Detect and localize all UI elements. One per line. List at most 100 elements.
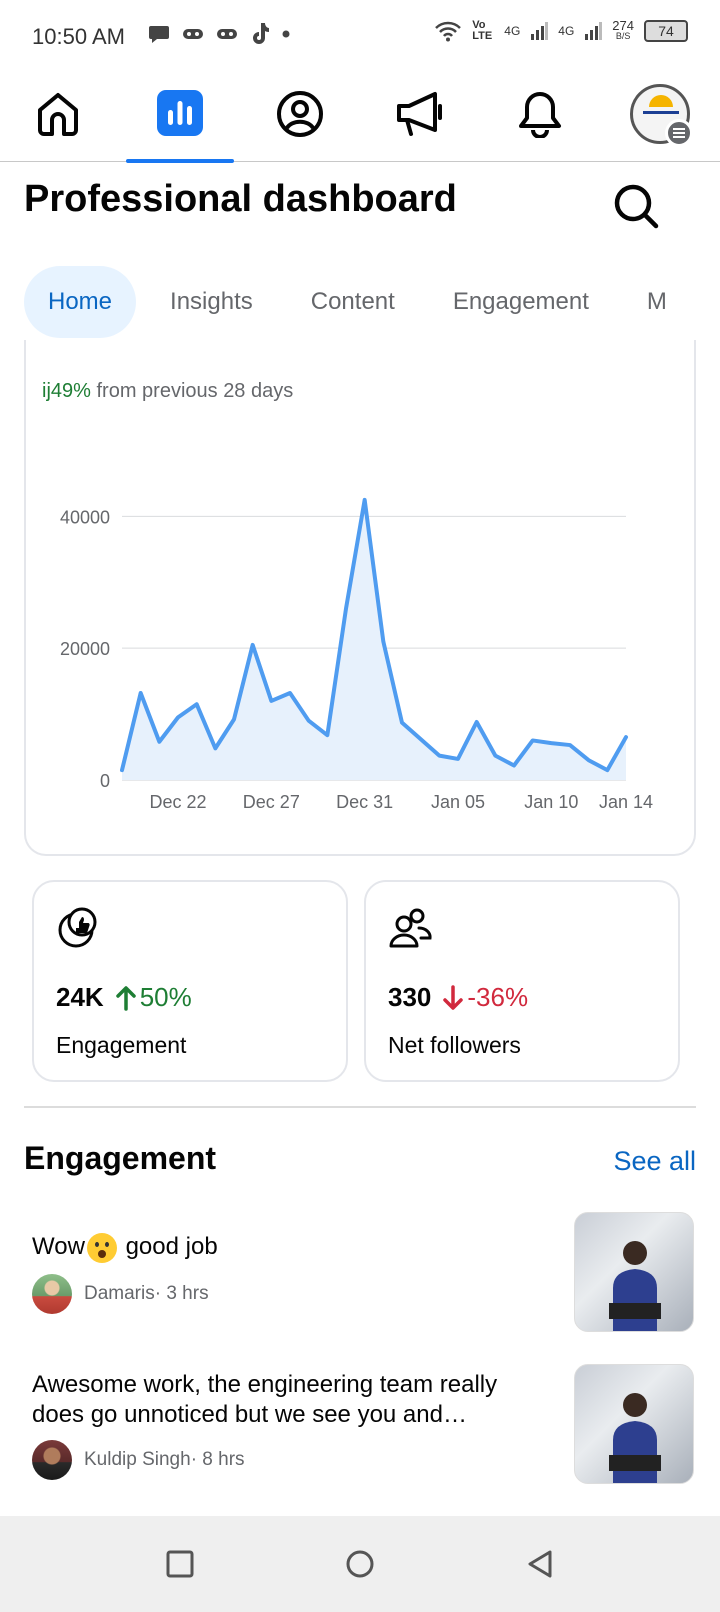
bar-chart-icon (157, 90, 203, 136)
nav-notifications[interactable] (486, 80, 594, 162)
arrow-down-icon (443, 984, 464, 1010)
x-tick-label: Jan 10 (524, 792, 578, 812)
stat-card-net-followers[interactable]: 330 -36% Net followers (364, 880, 680, 1082)
nav-home[interactable] (4, 80, 112, 162)
tiktok-icon (253, 23, 269, 44)
profile-icon (277, 91, 323, 137)
stat-value: 330 (388, 982, 432, 1012)
page-title: Professional dashboard (24, 178, 457, 220)
post-thumbnail (574, 1364, 694, 1484)
gamepad-icon (183, 29, 203, 39)
x-tick-label: Dec 22 (149, 792, 206, 812)
dot-icon (282, 30, 290, 38)
followers-icon (389, 908, 432, 948)
home-icon (38, 93, 78, 136)
stat-change-value: 50% (139, 982, 192, 1012)
line-chart: 0 20000 40000 Dec 22 Dec 27 Dec 31 Jan 05 Jan 1… (60, 497, 653, 812)
tab-content[interactable]: Content (310, 288, 395, 315)
stat-change-value: -36% (467, 982, 529, 1012)
avatar-menu-icon (630, 84, 693, 147)
wifi-icon (435, 21, 462, 42)
thumbs-up-badge-icon (58, 907, 97, 948)
status-right: Vo LTE 4G 4G 274 B/S 74 (434, 18, 688, 42)
chart-card: ij49% from previous 28 days 0 20000 40000 D… (24, 340, 696, 856)
astonished-emoji-icon (86, 1232, 117, 1263)
signal-icon (585, 22, 603, 40)
see-all-link[interactable]: See all (613, 1146, 696, 1176)
status-time: 10:50 AM (32, 24, 125, 49)
x-tick-label: Jan 05 (431, 792, 485, 812)
signal-icon (531, 22, 549, 40)
speed-indicator: 274 B/S (612, 18, 634, 42)
engagement-item[interactable]: Wow good job Damaris · 3 hrs (24, 1212, 696, 1342)
nav-dashboard[interactable] (126, 80, 234, 163)
comment-author: Damaris (84, 1283, 155, 1304)
signal-label-1: 4G (504, 24, 521, 38)
signal-label-2: 4G (558, 24, 575, 38)
chart-series-line (120, 497, 628, 773)
y-tick-label: 40000 (60, 507, 110, 527)
chart-change-text: ij49% from previous 28 days (42, 380, 293, 403)
comment-author: Kuldip Singh (84, 1449, 191, 1470)
battery-icon: 74 (644, 20, 688, 42)
tab-engagement[interactable]: Engagement (452, 288, 589, 315)
comment-meta: Damaris · 3 hrs (32, 1274, 209, 1314)
comment-part: Wow (32, 1233, 85, 1260)
comment-time: · 3 hrs (154, 1283, 209, 1304)
chart-area (122, 499, 626, 780)
post-thumbnail (574, 1212, 694, 1332)
comment-text: Awesome work, the engineering team reall… (32, 1371, 498, 1428)
x-tick-label: Dec 27 (243, 792, 300, 812)
volte-label: Vo LTE (472, 19, 493, 42)
megaphone-icon (397, 92, 442, 136)
tab-more[interactable]: M (646, 288, 667, 315)
search-button[interactable] (608, 178, 664, 234)
gamepad-icon (217, 29, 237, 39)
back-button[interactable] (524, 1548, 556, 1580)
nav-ads[interactable] (366, 80, 474, 162)
person-photo-icon (609, 1241, 661, 1331)
person-photo-icon (609, 1393, 661, 1483)
speed-unit: B/S (615, 31, 631, 41)
stat-change: 50% (115, 982, 192, 1013)
y-tick-label: 20000 (60, 639, 110, 659)
tabs-container: Home Insights Content Engagement M (0, 260, 720, 344)
comment-time: · 8 hrs (190, 1449, 245, 1470)
chart-change-desc: from previous 28 days (90, 380, 294, 402)
stat-label: Engagement (56, 1032, 187, 1058)
comment-text: Wow good job (32, 1232, 532, 1263)
tab-bar: Home Insights Content Engagement M (24, 266, 701, 338)
chart-change-pct: ij49% (42, 380, 91, 402)
home-button[interactable] (344, 1548, 376, 1580)
stat-value-row: 330 -36% (388, 982, 528, 1013)
arrow-up-icon (115, 985, 136, 1011)
divider (24, 1106, 696, 1108)
x-tick-label: Jan 14 (599, 792, 653, 812)
top-nav (0, 80, 720, 163)
stat-value-row: 24K 50% (56, 982, 192, 1013)
nav-profile[interactable] (246, 80, 354, 162)
recent-apps-button[interactable] (164, 1548, 196, 1580)
engagement-item[interactable]: Awesome work, the engineering team reall… (24, 1364, 696, 1494)
comment-part: good job (118, 1233, 218, 1260)
nav-menu[interactable] (606, 80, 714, 162)
bell-icon (519, 92, 561, 138)
system-nav-bar (0, 1516, 720, 1612)
stat-label: Net followers (388, 1032, 521, 1058)
section-title-engagement: Engagement (24, 1140, 217, 1176)
tab-home[interactable]: Home (24, 266, 137, 338)
status-bar: 10:50 AM Vo LTE 4G 4G 274 B/S 74 (0, 0, 720, 72)
avatar (32, 1440, 72, 1480)
menu-icon (665, 119, 693, 147)
x-tick-label: Dec 31 (336, 792, 393, 812)
tab-insights[interactable]: Insights (170, 288, 253, 315)
y-tick-label: 0 (100, 771, 110, 791)
notification-icons (148, 22, 290, 46)
chat-bubble-icon (149, 26, 169, 43)
stat-card-engagement[interactable]: 24K 50% Engagement (32, 880, 348, 1082)
stat-value: 24K (56, 982, 104, 1012)
speed-value: 274 (612, 18, 634, 33)
avatar (32, 1274, 72, 1314)
search-icon (614, 184, 659, 229)
comment-meta: Kuldip Singh · 8 hrs (32, 1440, 245, 1480)
